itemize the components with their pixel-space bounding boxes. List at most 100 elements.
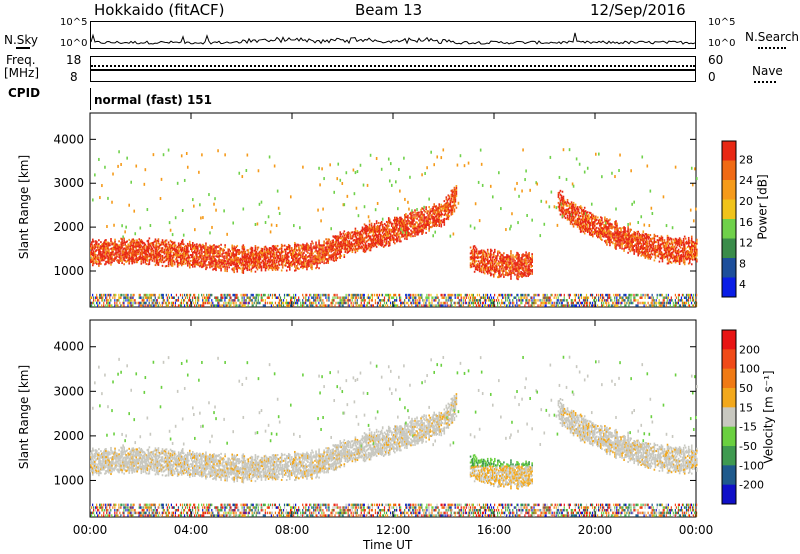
- echo-cell: [206, 258, 208, 261]
- echo-cell: [193, 301, 195, 305]
- echo-cell: [515, 270, 517, 273]
- echo-cell: [320, 258, 322, 261]
- echo-cell: [156, 253, 159, 256]
- echo-cell: [374, 230, 377, 233]
- echo-cell: [355, 301, 357, 305]
- echo-cell: [127, 247, 129, 250]
- echo-cell: [237, 260, 240, 263]
- echo-cell: [415, 231, 417, 234]
- echo-cell: [408, 296, 410, 299]
- echo-cell: [326, 248, 328, 251]
- echo-cell: [448, 195, 451, 198]
- echo-cell: [92, 244, 94, 247]
- echo-cell: [349, 247, 352, 250]
- echo-cell: [420, 218, 422, 221]
- echo-cell: [140, 262, 143, 265]
- echo-cell: [501, 273, 503, 276]
- echo-cell: [410, 217, 412, 220]
- echo-cell: [99, 301, 101, 305]
- echo-cell: [177, 242, 180, 245]
- echo-cell: [310, 266, 312, 269]
- echo-cell: [490, 267, 493, 270]
- echo-cell: [301, 251, 303, 254]
- echo-cell: [147, 249, 150, 252]
- echo-cell: [123, 293, 125, 297]
- echo-cell: [408, 231, 410, 234]
- echo-cell: [241, 255, 244, 258]
- echo-cell: [235, 256, 238, 258]
- echo-cell: [402, 223, 404, 226]
- echo-cell: [503, 258, 505, 261]
- echo-cell: [158, 258, 161, 261]
- echo-cell: [451, 213, 454, 216]
- echo-cell: [477, 250, 480, 253]
- echo-cell: [150, 299, 152, 302]
- echo-cell: [336, 251, 339, 254]
- echo-cell: [328, 293, 330, 297]
- echo-cell: [202, 216, 204, 220]
- echo-cell: [517, 293, 519, 297]
- echo-cell: [501, 267, 503, 270]
- echo-cell: [306, 268, 308, 271]
- echo-cell: [280, 263, 283, 266]
- echo-cell: [400, 232, 402, 235]
- echo-cell: [409, 220, 411, 223]
- echo-cell: [330, 246, 332, 249]
- echo-cell: [98, 262, 100, 265]
- echo-cell: [248, 260, 251, 263]
- echo-cell: [323, 293, 325, 297]
- echo-cell: [444, 210, 447, 213]
- echo-cell: [379, 234, 382, 237]
- echo-cell: [516, 181, 518, 185]
- echo-cell: [106, 245, 108, 248]
- echo-cell: [343, 256, 346, 259]
- echo-cell: [322, 257, 324, 260]
- echo-cell: [192, 261, 194, 264]
- echo-cell: [503, 270, 505, 273]
- echo-cell: [375, 156, 378, 160]
- echo-cell: [423, 205, 425, 209]
- echo-cell: [236, 262, 239, 265]
- echo-cell: [218, 301, 220, 305]
- echo-cell: [436, 214, 439, 217]
- echo-cell: [421, 304, 423, 307]
- echo-cell: [354, 251, 357, 254]
- echo-cell: [284, 256, 287, 259]
- echo-cell: [126, 296, 128, 299]
- echo-cell: [273, 251, 276, 254]
- echo-cell: [501, 269, 503, 272]
- echo-cell: [270, 223, 273, 227]
- echo-cell: [153, 254, 156, 257]
- echo-cell: [449, 201, 452, 204]
- echo-cell: [119, 248, 121, 251]
- echo-cell: [492, 273, 495, 276]
- echo-cell: [255, 256, 258, 259]
- echo-cell: [128, 203, 130, 207]
- echo-cell: [264, 220, 267, 224]
- echo-cell: [469, 258, 472, 261]
- echo-cell: [382, 230, 385, 233]
- echo-cell: [114, 248, 116, 251]
- echo-cell: [200, 304, 202, 307]
- echo-cell: [289, 299, 292, 302]
- echo-cell: [458, 301, 460, 305]
- echo-cell: [530, 296, 532, 299]
- echo-cell: [302, 299, 304, 302]
- echo-cell: [368, 296, 370, 299]
- echo-cell: [251, 257, 254, 260]
- echo-cell: [149, 244, 152, 247]
- echo-cell: [499, 293, 501, 297]
- echo-cell: [101, 296, 103, 299]
- echo-cell: [478, 256, 481, 259]
- echo-cell: [215, 267, 217, 270]
- echo-cell: [329, 244, 331, 247]
- echo-cell: [448, 215, 451, 218]
- echo-cell: [516, 275, 518, 278]
- echo-cell: [342, 242, 345, 245]
- echo-cell: [361, 240, 364, 243]
- echo-cell: [316, 264, 318, 267]
- echo-cell: [416, 211, 418, 214]
- echo-cell: [234, 296, 236, 299]
- echo-cell: [404, 299, 406, 302]
- echo-cell: [449, 304, 451, 307]
